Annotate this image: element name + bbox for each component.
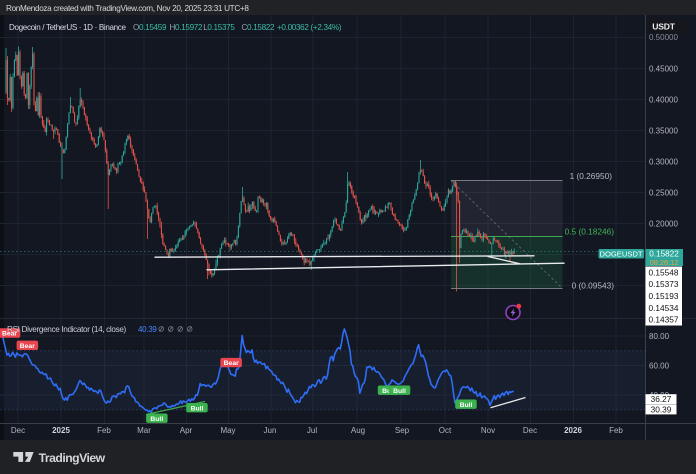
svg-text:O0.15459: O0.15459 <box>133 23 167 32</box>
svg-text:RSI Divergence Indicator (14,: RSI Divergence Indicator (14, close) <box>7 325 127 334</box>
svg-text:Dec: Dec <box>11 426 25 435</box>
svg-text:Mar: Mar <box>137 426 151 435</box>
svg-text:2026: 2026 <box>564 426 582 435</box>
svg-text:Bear: Bear <box>224 360 239 367</box>
svg-text:60.00: 60.00 <box>649 362 670 371</box>
svg-text:Bear: Bear <box>2 331 17 338</box>
svg-text:C0.15822: C0.15822 <box>242 23 276 32</box>
svg-text:Bull: Bull <box>382 388 395 395</box>
svg-text:0.5 (0.18246): 0.5 (0.18246) <box>565 227 615 237</box>
svg-text:0.45000: 0.45000 <box>649 65 678 74</box>
svg-text:Nov: Nov <box>481 426 495 435</box>
svg-text:Bull: Bull <box>393 388 406 395</box>
svg-text:Jun: Jun <box>264 426 277 435</box>
svg-text:TradingView: TradingView <box>39 451 106 465</box>
svg-text:Dogecoin / TetherUS · 1D · Bin: Dogecoin / TetherUS · 1D · Binance <box>9 23 126 32</box>
svg-text:0.15193: 0.15193 <box>649 291 679 301</box>
svg-text:2025: 2025 <box>52 426 70 435</box>
svg-text:DOGEUSDT: DOGEUSDT <box>599 249 642 258</box>
svg-text:1 (0.26950): 1 (0.26950) <box>570 171 613 181</box>
svg-text:Bull: Bull <box>460 402 473 409</box>
svg-text:40.39: 40.39 <box>138 325 157 334</box>
svg-text:Bull: Bull <box>150 416 163 423</box>
svg-text:L0.15375: L0.15375 <box>203 23 235 32</box>
svg-text:Oct: Oct <box>439 426 452 435</box>
svg-text:Bear: Bear <box>20 343 35 350</box>
svg-text:08:28:12: 08:28:12 <box>650 258 679 267</box>
svg-text:USDT: USDT <box>652 22 676 32</box>
svg-text:0.30000: 0.30000 <box>649 158 678 167</box>
svg-text:30.39: 30.39 <box>651 404 672 414</box>
svg-text:+0.00362 (+2.34%): +0.00362 (+2.34%) <box>277 23 342 32</box>
svg-text:Feb: Feb <box>97 426 111 435</box>
svg-text:0.20000: 0.20000 <box>649 220 678 229</box>
svg-text:0.35000: 0.35000 <box>649 127 678 136</box>
svg-text:May: May <box>220 426 235 435</box>
svg-text:0.14357: 0.14357 <box>649 315 679 325</box>
svg-text:0 (0.09543): 0 (0.09543) <box>572 281 615 291</box>
svg-text:RonMendoza created with Tradin: RonMendoza created with TradingView.com,… <box>6 4 249 13</box>
svg-text:0.50000: 0.50000 <box>649 33 678 42</box>
svg-text:0.14534: 0.14534 <box>649 303 679 313</box>
svg-text:0.15822: 0.15822 <box>649 250 679 259</box>
svg-text:H0.15972: H0.15972 <box>170 23 204 32</box>
svg-text:Aug: Aug <box>351 426 365 435</box>
svg-text:Apr: Apr <box>180 426 193 435</box>
svg-text:Bull: Bull <box>191 405 204 412</box>
svg-text:80.00: 80.00 <box>649 332 670 341</box>
svg-text:0.15548: 0.15548 <box>649 267 679 277</box>
svg-text:0.25000: 0.25000 <box>649 189 678 198</box>
svg-text:0.40000: 0.40000 <box>649 96 678 105</box>
svg-text:Jul: Jul <box>307 426 317 435</box>
svg-text:Feb: Feb <box>609 426 623 435</box>
svg-text:36.27: 36.27 <box>651 394 672 404</box>
svg-text:Dec: Dec <box>523 426 537 435</box>
svg-text:Sep: Sep <box>395 426 410 435</box>
svg-text:0.15373: 0.15373 <box>649 279 679 289</box>
